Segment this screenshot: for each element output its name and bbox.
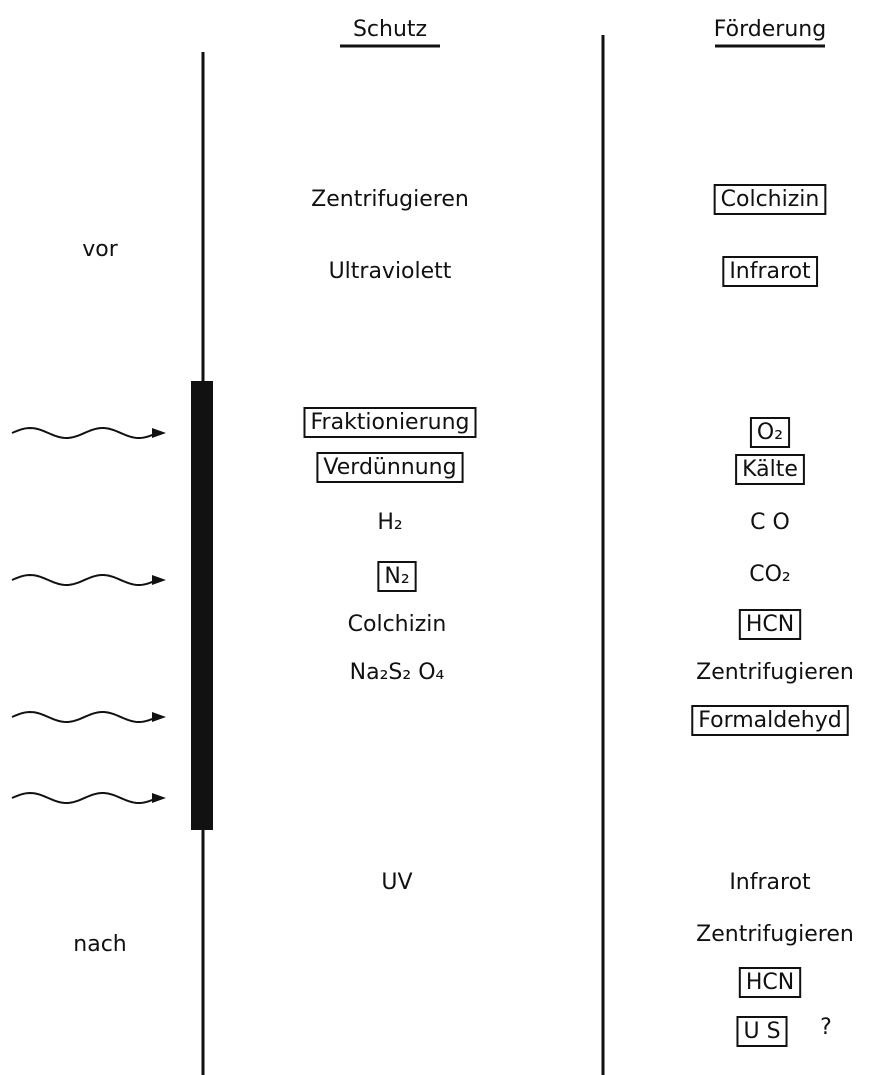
item: Verdünnung — [323, 455, 456, 480]
item: CO₂ — [749, 562, 791, 587]
header: Schutz — [353, 17, 427, 42]
question-mark: ? — [820, 1015, 832, 1040]
item: U S — [743, 1019, 780, 1044]
item: Zentrifugieren — [311, 187, 469, 212]
arrow-head — [152, 793, 166, 803]
item: Kälte — [742, 457, 798, 482]
item-box — [713, 184, 827, 215]
arrow-head — [152, 428, 166, 438]
item: H₂ — [377, 510, 402, 535]
item: C O — [750, 510, 790, 535]
item-box — [316, 452, 464, 483]
item: Na₂S₂ O₄ — [350, 660, 445, 685]
item-box — [735, 454, 805, 485]
item: Colchizin — [348, 612, 447, 637]
wave-arrow — [11, 573, 155, 586]
wave-arrow — [11, 710, 155, 723]
item: HCN — [746, 970, 794, 995]
item-box — [722, 256, 819, 287]
arrow-head — [152, 712, 166, 722]
row-label: nach — [73, 932, 126, 957]
wave-arrow — [11, 426, 155, 439]
item-box — [736, 1016, 788, 1047]
item: Fraktionierung — [310, 410, 469, 435]
arrows — [11, 426, 166, 804]
arrow-head — [152, 575, 166, 585]
item: Zentrifugieren — [696, 922, 854, 947]
item: HCN — [746, 612, 794, 637]
item: Formaldehyd — [698, 708, 841, 733]
item-box — [738, 967, 802, 998]
wave-arrow — [11, 791, 155, 804]
item: N₂ — [384, 564, 409, 589]
item-box — [377, 561, 417, 592]
header: Förderung — [714, 17, 826, 42]
exposure-bar — [191, 381, 213, 830]
item-box — [691, 705, 849, 736]
item: Ultraviolett — [329, 259, 452, 284]
item-box — [738, 609, 802, 640]
row-label: vor — [82, 237, 118, 262]
item: Colchizin — [721, 187, 820, 212]
item-box — [749, 417, 791, 448]
item: UV — [381, 870, 412, 895]
item: Infrarot — [729, 870, 811, 895]
item: O₂ — [757, 420, 783, 445]
item-box — [303, 407, 477, 438]
item: Zentrifugieren — [696, 660, 854, 685]
item: Infrarot — [729, 259, 811, 284]
